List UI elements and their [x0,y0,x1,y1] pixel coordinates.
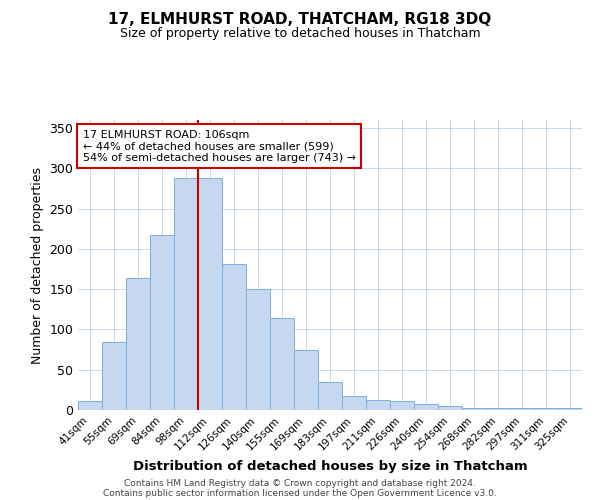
Bar [270,318,294,410]
Text: 17 ELMHURST ROAD: 106sqm
← 44% of detached houses are smaller (599)
54% of semi-: 17 ELMHURST ROAD: 106sqm ← 44% of detach… [83,130,356,163]
Bar [510,408,534,410]
Bar [222,264,246,410]
Bar [318,382,342,410]
Text: Contains public sector information licensed under the Open Government Licence v3: Contains public sector information licen… [103,488,497,498]
Y-axis label: Number of detached properties: Number of detached properties [31,166,44,364]
Text: 17, ELMHURST ROAD, THATCHAM, RG18 3DQ: 17, ELMHURST ROAD, THATCHAM, RG18 3DQ [109,12,491,28]
Bar [174,178,198,410]
Text: Size of property relative to detached houses in Thatcham: Size of property relative to detached ho… [119,28,481,40]
Bar [246,289,270,410]
Bar [198,178,222,410]
X-axis label: Distribution of detached houses by size in Thatcham: Distribution of detached houses by size … [133,460,527,473]
Bar [438,406,462,410]
Bar [150,235,174,410]
Bar [486,408,510,410]
Bar [366,400,390,410]
Bar [342,396,366,410]
Bar [78,401,102,410]
Bar [414,404,438,410]
Bar [294,350,318,410]
Bar [126,278,150,410]
Bar [534,408,558,410]
Bar [558,408,582,410]
Bar [102,342,126,410]
Bar [462,408,486,410]
Text: Contains HM Land Registry data © Crown copyright and database right 2024.: Contains HM Land Registry data © Crown c… [124,478,476,488]
Bar [390,401,414,410]
